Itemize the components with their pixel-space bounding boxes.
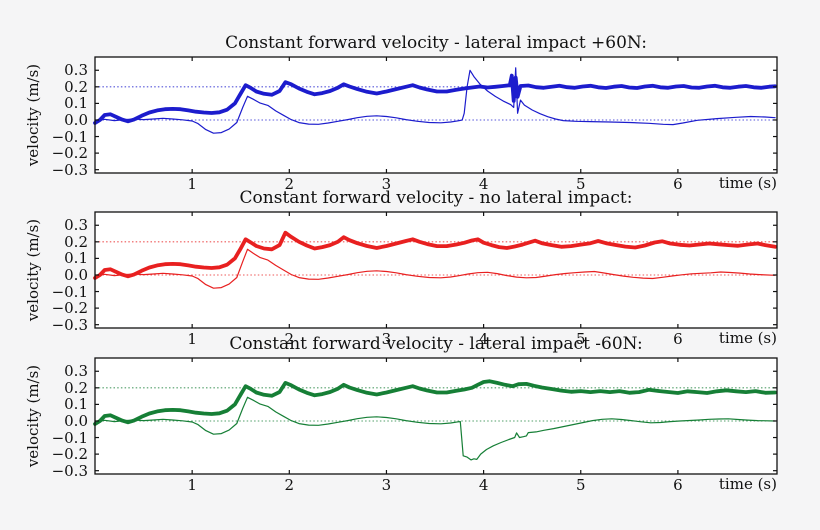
- subplot2-x-axis-label: time (s): [718, 329, 777, 347]
- y-tick-label: −0.2: [51, 445, 88, 464]
- y-tick-label: −0.2: [51, 299, 88, 318]
- y-tick-label: 0.2: [64, 77, 88, 96]
- y-tick-label: −0.1: [51, 428, 88, 447]
- y-tick-label: −0.2: [51, 144, 88, 163]
- y-tick-label: 0.3: [64, 362, 88, 381]
- x-tick-label: 2: [284, 330, 295, 348]
- x-tick-label: 1: [187, 175, 197, 193]
- x-tick-label: 3: [381, 476, 392, 494]
- y-tick-label: 0.1: [64, 94, 88, 113]
- x-tick-label: 5: [575, 330, 586, 348]
- y-tick-label: −0.1: [51, 282, 88, 301]
- subplot1-title: Constant forward velocity - lateral impa…: [225, 33, 647, 53]
- subplot1-x-axis-label: time (s): [718, 174, 777, 192]
- y-tick-label: 0.0: [64, 265, 88, 284]
- x-tick-label: 2: [284, 476, 295, 494]
- x-tick-label: 6: [673, 476, 683, 494]
- x-tick-label: 5: [575, 476, 586, 494]
- y-tick-label: −0.3: [51, 315, 88, 334]
- x-tick-label: 6: [673, 330, 683, 348]
- y-tick-label: 0.2: [64, 232, 88, 251]
- x-tick-label: 4: [478, 175, 489, 193]
- x-tick-label: 5: [575, 175, 586, 193]
- x-tick-label: 6: [673, 175, 683, 193]
- subplot2-title: Constant forward velocity - no lateral i…: [239, 188, 633, 208]
- y-tick-label: −0.3: [51, 160, 88, 179]
- y-tick-label: −0.3: [51, 461, 88, 480]
- y-tick-label: 0.0: [64, 110, 88, 129]
- x-tick-label: 3: [381, 175, 392, 193]
- y-tick-label: 0.3: [64, 61, 88, 80]
- y-tick-label: 0.3: [64, 216, 88, 235]
- y-tick-label: 0.1: [64, 395, 88, 414]
- subplot3-title: Constant forward velocity - lateral impa…: [229, 334, 643, 354]
- x-tick-label: 4: [478, 476, 489, 494]
- y-tick-label: 0.0: [64, 411, 88, 430]
- x-tick-label: 1: [187, 476, 197, 494]
- subplot3-x-axis-label: time (s): [718, 475, 777, 493]
- x-tick-label: 1: [187, 330, 197, 348]
- x-tick-label: 3: [381, 330, 392, 348]
- y-tick-label: −0.1: [51, 127, 88, 146]
- x-tick-label: 4: [478, 330, 489, 348]
- y-tick-label: 0.1: [64, 249, 88, 268]
- x-tick-label: 2: [284, 175, 295, 193]
- y-tick-label: 0.2: [64, 378, 88, 397]
